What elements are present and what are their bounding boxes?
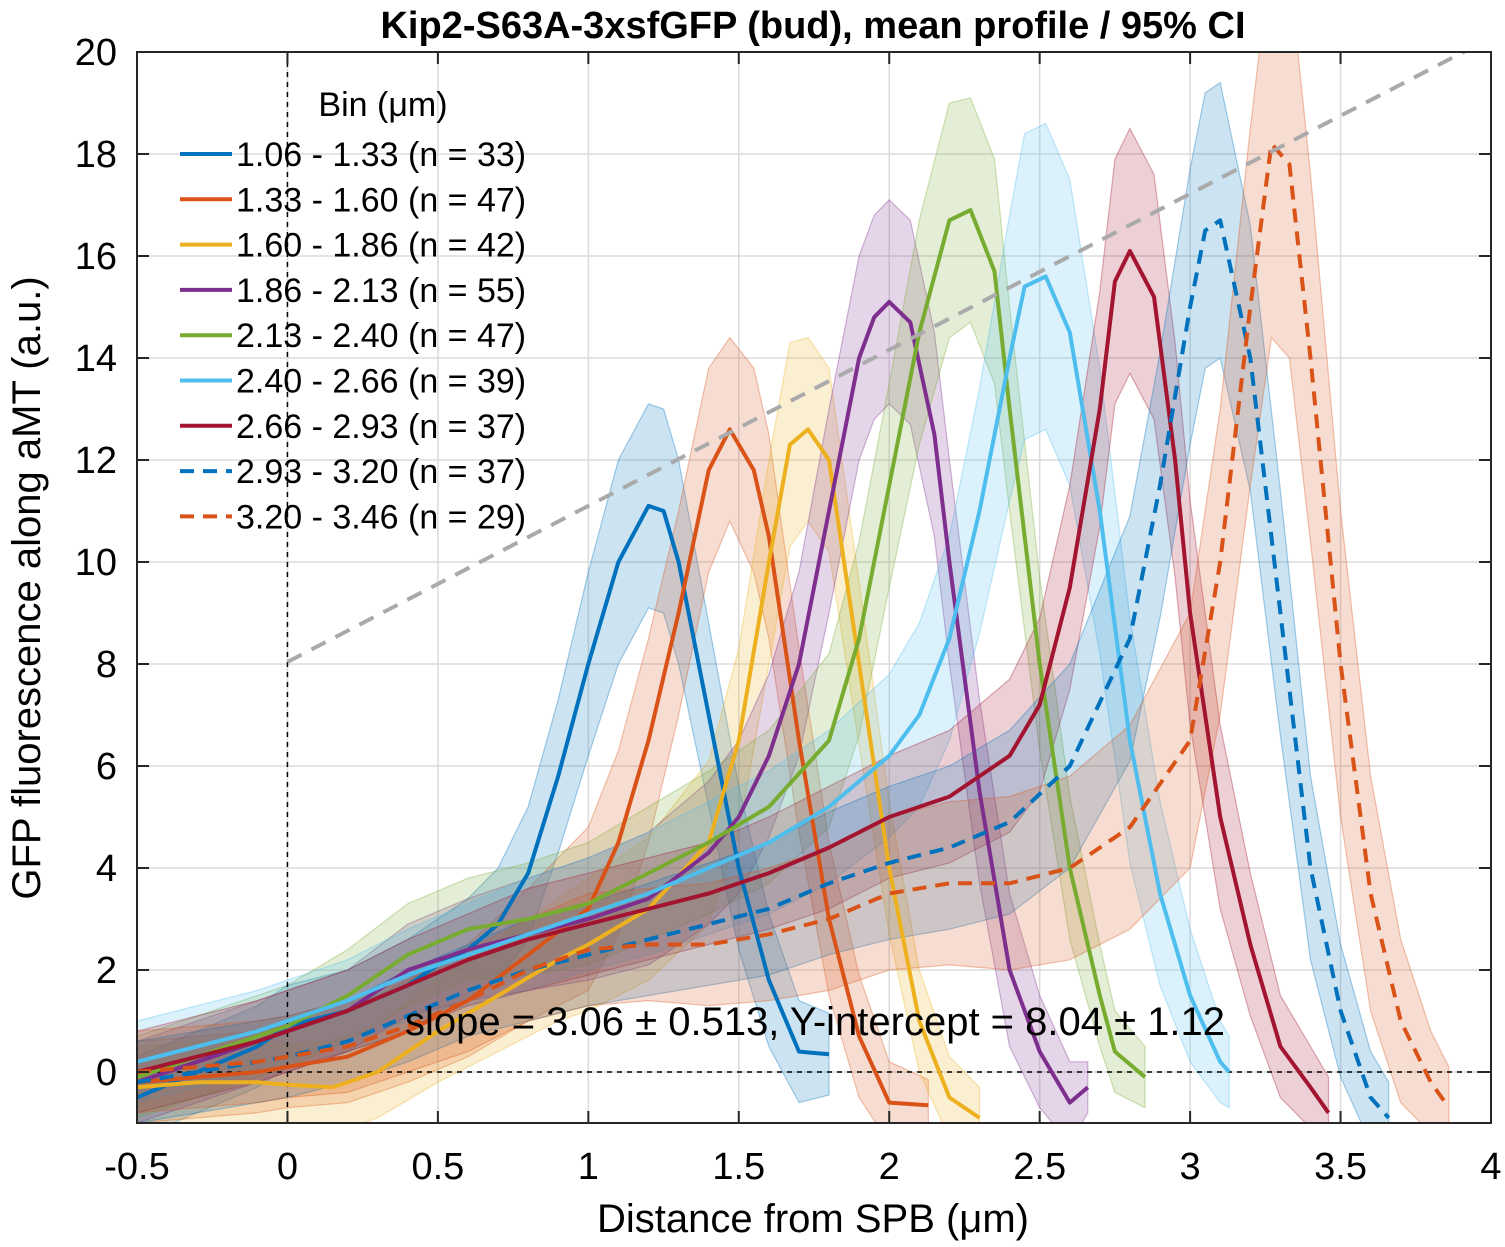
series-line-1 — [137, 503, 830, 1100]
fit-annotation: slope = 3.06 ± 0.513, Y-intercept = 8.04… — [405, 1000, 1225, 1044]
x-axis-label: Distance from SPB (μm) — [597, 1197, 1029, 1241]
legend-title: Bin (μm) — [318, 86, 447, 124]
y-axis-ticks: 0 2 4 6 8 10 12 14 16 18 20 — [75, 32, 1491, 1094]
y-tick-label: 6 — [96, 746, 117, 788]
reference-lines — [137, 52, 1491, 1123]
y-tick-label: 2 — [96, 950, 117, 992]
ci-band-9 — [137, 52, 1450, 1123]
legend-label-5: 2.13 - 2.40 (n = 47) — [236, 317, 526, 355]
legend-label-2: 1.33 - 1.60 (n = 47) — [236, 181, 526, 219]
y-tick-label: 20 — [75, 32, 117, 74]
series-line-9 — [137, 141, 1451, 1109]
y-tick-label: 4 — [96, 848, 117, 890]
x-tick-label: 1 — [578, 1146, 599, 1188]
x-tick-label: 0.5 — [411, 1146, 464, 1188]
series-line-8 — [137, 218, 1391, 1120]
x-tick-label: 2 — [879, 1146, 900, 1188]
x-tick-label: 2.5 — [1013, 1146, 1066, 1188]
legend-label-8: 2.93 - 3.20 (n = 37) — [236, 453, 526, 491]
y-axis-label: GFP fluorescence along aMT (a.u.) — [5, 276, 49, 899]
x-tick-label: -0.5 — [104, 1146, 169, 1188]
x-tick-label: 4 — [1480, 1146, 1501, 1188]
legend-label-1: 1.06 - 1.33 (n = 33) — [236, 136, 526, 174]
fit-line — [286, 52, 1468, 664]
ci-band-2 — [137, 336, 929, 1123]
series-lines — [137, 141, 1451, 1120]
chart-title: Kip2-S63A-3xsfGFP (bud), mean profile / … — [380, 5, 1245, 47]
ci-band-7 — [137, 127, 1330, 1123]
x-tick-label: 0 — [277, 1146, 298, 1188]
legend: Bin (μm) 1.06 - 1.33 (n = 33) 1.33 - 1.60… — [180, 86, 526, 536]
x-axis-ticks: -0.5 0 0.5 1 1.5 2 2.5 3 3.5 4 — [104, 52, 1502, 1188]
series-line-2 — [137, 427, 929, 1108]
y-tick-label: 10 — [75, 542, 117, 584]
x-tick-label: 3.5 — [1314, 1146, 1367, 1188]
legend-label-3: 1.60 - 1.86 (n = 42) — [236, 227, 526, 265]
y-tick-label: 8 — [96, 644, 117, 686]
legend-label-4: 1.86 - 2.13 (n = 55) — [236, 272, 526, 310]
ci-band-1 — [137, 403, 830, 1123]
y-tick-label: 12 — [75, 440, 117, 482]
fit-line-dashed — [286, 52, 1468, 664]
y-tick-label: 14 — [75, 338, 117, 380]
series-line-4 — [137, 299, 1090, 1105]
y-tick-label: 16 — [75, 236, 117, 278]
legend-label-9: 3.20 - 3.46 (n = 29) — [236, 498, 526, 536]
ci-band-4 — [137, 199, 1089, 1123]
y-tick-label: 18 — [75, 134, 117, 176]
legend-label-7: 2.66 - 2.93 (n = 37) — [236, 408, 526, 446]
ci-band-6 — [137, 122, 1230, 1109]
x-tick-label: 3 — [1180, 1146, 1201, 1188]
y-tick-label: 0 — [96, 1052, 117, 1094]
x-tick-label: 1.5 — [712, 1146, 765, 1188]
grid — [136, 51, 1492, 1123]
legend-label-6: 2.40 - 2.66 (n = 39) — [236, 363, 526, 401]
series-line-5 — [137, 208, 1147, 1079]
plot-frame — [136, 51, 1492, 1124]
